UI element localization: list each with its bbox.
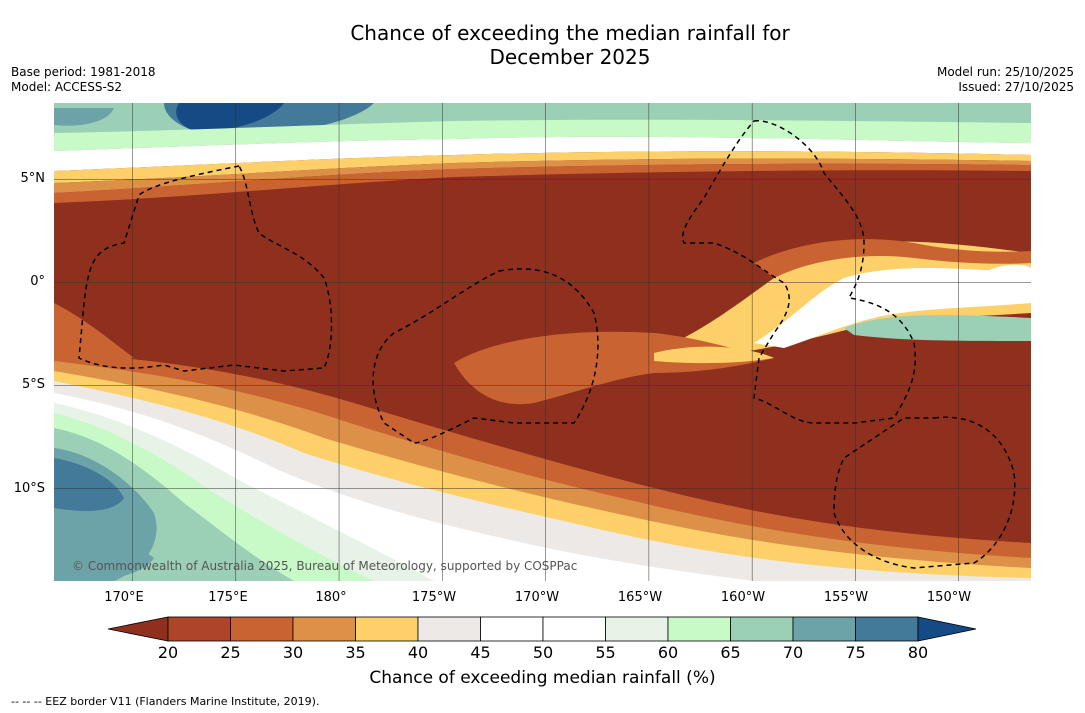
eez-phoenix-islands: [372, 268, 599, 444]
eez-line-islands: [682, 120, 917, 424]
colour-bar: [107, 616, 977, 642]
colour-bar-segment-25_30: [230, 616, 294, 642]
colour-bar-tick-35: 35: [345, 643, 366, 662]
colour-bar-segment-55_60: [605, 616, 669, 642]
colour-bar-tick-50: 50: [532, 643, 554, 662]
colour-bar-segment-45_50: [480, 616, 544, 642]
equatorial-green-patch: [844, 315, 1031, 341]
equatorial-white-tongue: [754, 268, 1031, 348]
colour-bar-tick-65: 65: [720, 643, 741, 662]
colour-bar-segment-65_70: [730, 616, 794, 642]
lon-label-180: 180°: [315, 590, 347, 605]
lat-label-10s: 10°S: [13, 481, 45, 496]
north-white-band: [54, 136, 1031, 171]
title-line-1: Chance of exceeding the median rainfall …: [350, 21, 790, 45]
north-yellow-band: [54, 151, 1031, 183]
lon-label-170w: 170°W: [514, 590, 560, 605]
north-navy-blob: [176, 103, 284, 132]
colour-bar-segment-30_35: [292, 616, 356, 642]
colour-bar-tick-75: 75: [845, 643, 866, 662]
lat-label-5n: 5°N: [20, 171, 46, 186]
lon-label-175e: 175°E: [208, 590, 248, 605]
meta-left: Base period: 1981-2018 Model: ACCESS-S2: [11, 65, 156, 95]
colour-bar-segment-50_55: [542, 616, 606, 642]
eez-line-islands-south: [833, 416, 1016, 569]
colour-bar-title: Chance of exceeding median rainfall (%): [369, 668, 716, 688]
lon-label-155w: 155°W: [823, 590, 869, 605]
colour-bar-segment-40_45: [417, 616, 481, 642]
colour-bar-tick-20: 20: [157, 643, 179, 662]
model-name: Model: ACCESS-S2: [11, 80, 123, 94]
north-orange-band: [54, 158, 1031, 193]
colour-bar-over-extend: [917, 616, 977, 642]
colour-bar-segment-20_25: [167, 616, 231, 642]
lon-label-170e: 170°E: [104, 590, 144, 605]
central-yellow-strip: [654, 346, 774, 364]
colour-bar-tick-40: 40: [407, 643, 429, 662]
eez-tuvalu-kiribati-west: [78, 165, 333, 372]
colour-bar-tick-55: 55: [595, 643, 616, 662]
model-run: Model run: 25/10/2025: [936, 65, 1074, 79]
rainfall-map: © Commonwealth of Australia 2025, Bureau…: [54, 103, 1031, 581]
colour-bar-segment-35_40: [355, 616, 419, 642]
colour-bar-tick-30: 30: [282, 643, 304, 662]
colour-bar-tick-70: 70: [782, 643, 804, 662]
map-title: Chance of exceeding the median rainfall …: [270, 21, 870, 69]
lon-label-160w: 160°W: [720, 590, 766, 605]
title-line-2: December 2025: [489, 45, 651, 69]
meta-right: Model run: 25/10/2025 Issued: 27/10/2025: [937, 65, 1074, 95]
graticule: [54, 103, 1031, 581]
south-teal-patch-2: [72, 538, 154, 581]
colour-bar-tick-60: 60: [657, 643, 679, 662]
north-green-band: [54, 119, 1031, 151]
lon-label-175w: 175°W: [411, 590, 457, 605]
colour-bar-tick-45: 45: [470, 643, 491, 662]
lat-label-eq: 0°: [30, 274, 45, 289]
north-brown-band: [54, 163, 1031, 203]
equatorial-white-east: [984, 264, 1031, 284]
south-blue-patch: [54, 458, 124, 511]
eez-borders: [78, 120, 1016, 569]
lat-label-5s: 5°S: [21, 377, 45, 392]
west-orange-patch: [54, 303, 134, 362]
base-period: Base period: 1981-2018: [11, 65, 156, 79]
lon-label-150w: 150°W: [926, 590, 972, 605]
equatorial-brown-edge: [754, 239, 1031, 278]
colour-bar-under-extend: [107, 616, 169, 642]
colour-bar-segment-70_75: [792, 616, 856, 642]
eez-footnote: -- -- -- EEZ border V11 (Flanders Marine…: [11, 695, 320, 708]
issued-date: Issued: 27/10/2025: [958, 80, 1074, 94]
colour-bar-tick-25: 25: [220, 643, 241, 662]
copyright-notice: © Commonwealth of Australia 2025, Bureau…: [72, 559, 577, 573]
lon-label-165w: 165°W: [617, 590, 663, 605]
colour-bar-segment-60_65: [667, 616, 731, 642]
colour-bar-segment-75_80: [855, 616, 919, 642]
colour-bar-tick-80: 80: [907, 643, 929, 662]
north-blue-patch-2: [54, 108, 114, 126]
